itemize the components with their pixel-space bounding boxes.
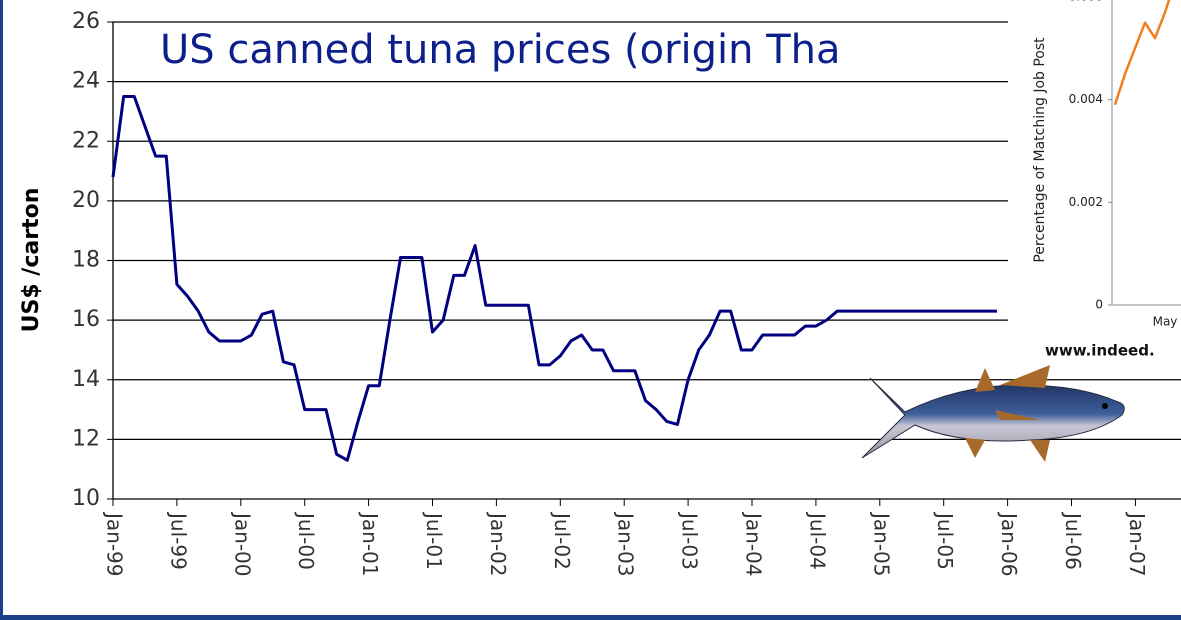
- x-tick-label: Jan-00: [230, 511, 254, 577]
- x-tick-label: Jul-04: [805, 511, 829, 570]
- fish-eye: [1102, 403, 1108, 409]
- y-tick-label: 20: [72, 188, 100, 213]
- x-tick-label: Jan-04: [742, 511, 766, 577]
- y-tick-label: 10: [72, 486, 100, 511]
- x-tick-label: Jan-05: [869, 511, 893, 577]
- inset-chart: Percentage of Matching Job Post www.inde…: [1008, 0, 1181, 362]
- page: US canned tuna prices (origin Tha US$ /c…: [0, 0, 1181, 620]
- inset-y-tick-label: 0.006: [1069, 0, 1103, 4]
- y-tick-label: 24: [72, 69, 100, 94]
- y-tick-label: 12: [72, 426, 100, 451]
- left-frame: [0, 0, 3, 620]
- x-tick-label: Jul-06: [1061, 511, 1085, 570]
- x-tick-label: Jan-01: [358, 511, 382, 577]
- inset-y-tick-label: 0.004: [1069, 92, 1103, 106]
- y-tick-label: 18: [72, 248, 100, 273]
- x-tick-label: Jan-99: [103, 511, 127, 577]
- y-axis-title: US$ /carton: [19, 188, 44, 333]
- y-tick-label: 22: [72, 128, 100, 153]
- x-tick-label: Jan-02: [486, 511, 510, 577]
- y-tick-label: 16: [72, 307, 100, 332]
- x-tick-label: Jan-07: [1125, 511, 1149, 577]
- x-tick-label: Jul-99: [166, 511, 190, 570]
- y-tick-label: 26: [72, 9, 100, 34]
- y-tick-label: 14: [72, 367, 100, 392]
- x-tick-label: Jan-03: [614, 511, 638, 577]
- inset-source: www.indeed.: [1045, 342, 1155, 360]
- inset-y-axis-title: Percentage of Matching Job Post: [1032, 37, 1048, 263]
- x-tick-label: Jul-02: [550, 511, 574, 570]
- inset-y-tick-label: 0: [1095, 298, 1103, 312]
- bottom-frame: [0, 615, 1181, 620]
- inset-y-tick-label: 0.002: [1069, 195, 1103, 209]
- x-tick-label: Jan-06: [997, 511, 1021, 577]
- x-tick-label: Jul-03: [678, 511, 702, 570]
- x-tick-label: Jul-05: [933, 511, 957, 570]
- chart-title: US canned tuna prices (origin Tha: [160, 27, 841, 73]
- inset-x-tick-label: May: [1153, 315, 1178, 329]
- x-tick-label: Jul-00: [294, 511, 318, 570]
- x-tick-label: Jul-01: [422, 511, 446, 570]
